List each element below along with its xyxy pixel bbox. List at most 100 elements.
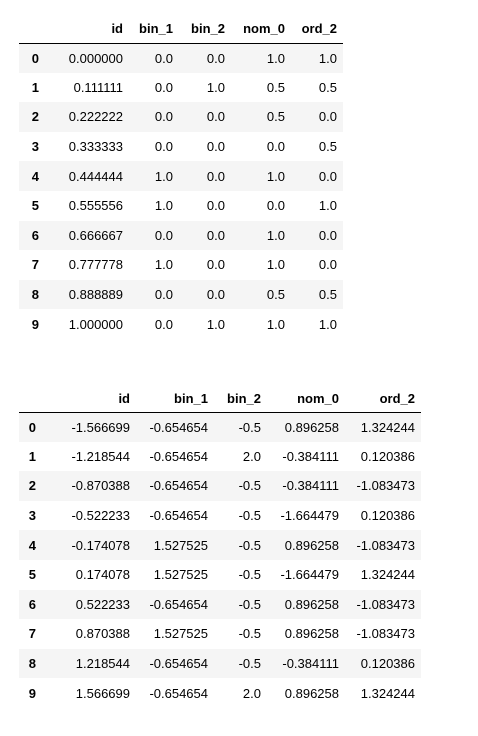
row-index: 3 [31, 139, 39, 155]
cell-id: -0.870388 [71, 478, 130, 494]
table-row: 0 0.000000 0.0 0.0 1.0 1.0 [19, 43, 343, 73]
cell-ord_2: 0.0 [318, 257, 337, 273]
row-index: 0 [31, 50, 39, 66]
cell-bin_1: 0.0 [154, 79, 173, 95]
cell-ord_2: 1.0 [318, 198, 337, 214]
cell-id: 1.000000 [68, 316, 123, 332]
cell-bin_1: 1.527525 [153, 567, 208, 583]
table-row: 6 0.522233 -0.654654 -0.5 0.896258 -1.083473 [19, 589, 421, 620]
cell-id: 0.666667 [68, 227, 123, 243]
cell-ord_2: 1.0 [318, 316, 337, 332]
cell-bin_1: -0.654654 [149, 419, 208, 435]
cell-nom_0: 0.0 [266, 139, 285, 155]
cell-bin_2: 0.0 [206, 257, 225, 273]
cell-nom_0: 1.0 [266, 316, 285, 332]
cell-ord_2: 0.5 [318, 79, 337, 95]
column-header-bin_2: bin_2 [175, 15, 227, 44]
column-header-nom_0: nom_0 [227, 15, 287, 44]
cell-bin_1: -0.654654 [149, 448, 208, 464]
cell-nom_0: -0.384111 [282, 448, 339, 464]
cell-bin_1: 0.0 [154, 287, 173, 303]
cell-bin_2: -0.5 [238, 419, 261, 435]
column-header-index [19, 386, 38, 413]
row-index: 2 [28, 478, 36, 494]
cell-bin_2: -0.5 [238, 626, 261, 642]
table-row: 1 0.111111 0.0 1.0 0.5 0.5 [19, 72, 343, 103]
cell-ord_2: -1.083473 [356, 537, 415, 553]
cell-bin_2: 0.0 [206, 227, 225, 243]
cell-id: 0.222222 [68, 109, 123, 125]
cell-id: 0.111111 [73, 79, 123, 95]
cell-bin_2: -0.5 [238, 537, 261, 553]
cell-bin_1: 0.0 [154, 227, 173, 243]
table-row: 2 0.222222 0.0 0.0 0.5 0.0 [19, 102, 343, 132]
cell-id: 0.444444 [68, 168, 123, 184]
cell-ord_2: -1.083473 [356, 478, 415, 494]
cell-id: -0.522233 [71, 508, 130, 524]
row-index: 0 [28, 419, 36, 435]
table-header: id bin_1 bin_2 nom_0 ord_2 [19, 386, 421, 413]
cell-bin_1: 0.0 [154, 50, 173, 66]
cell-ord_2: 0.5 [318, 139, 337, 155]
column-header-index [19, 15, 39, 44]
cell-bin_2: 0.0 [206, 168, 225, 184]
row-index: 6 [31, 227, 39, 243]
row-index: 1 [31, 79, 39, 95]
cell-nom_0: 0.896258 [284, 537, 339, 553]
row-index: 8 [31, 287, 39, 303]
cell-bin_2: -0.5 [238, 567, 261, 583]
cell-bin_1: -0.654654 [149, 685, 208, 701]
cell-id: 0.777778 [68, 257, 123, 273]
cell-ord_2: 1.324244 [360, 419, 415, 435]
cell-ord_2: -1.083473 [356, 596, 415, 612]
table-row: 5 0.174078 1.527525 -0.5 -1.664479 1.324244 [19, 559, 421, 590]
row-index: 7 [31, 257, 39, 273]
cell-nom_0: -1.664479 [280, 508, 339, 524]
row-index: 6 [28, 596, 36, 612]
cell-ord_2: 0.0 [318, 168, 337, 184]
cell-bin_1: 1.527525 [153, 537, 208, 553]
table-row: 0 -1.566699 -0.654654 -0.5 0.896258 1.324244 [19, 412, 421, 442]
cell-nom_0: 0.896258 [284, 419, 339, 435]
row-index: 9 [31, 316, 39, 332]
header-row: id bin_1 bin_2 nom_0 ord_2 [19, 386, 421, 413]
table-row: 8 0.888889 0.0 0.0 0.5 0.5 [19, 279, 343, 310]
cell-bin_2: 0.0 [206, 50, 225, 66]
row-index: 9 [28, 685, 36, 701]
cell-bin_2: 0.0 [206, 109, 225, 125]
cell-bin_2: 0.0 [206, 139, 225, 155]
row-index: 4 [31, 168, 39, 184]
dataframe-table-standardized: id bin_1 bin_2 nom_0 ord_2 0 -1.566699 -0.6546… [19, 386, 421, 708]
column-header-ord_2: ord_2 [341, 386, 421, 413]
table-row: 2 -0.870388 -0.654654 -0.5 -0.384111 -1.08347… [19, 471, 421, 501]
cell-id: 1.566699 [75, 685, 130, 701]
cell-nom_0: 0.0 [266, 198, 285, 214]
cell-bin_2: 2.0 [242, 685, 261, 701]
cell-bin_1: -0.654654 [149, 596, 208, 612]
cell-ord_2: 0.120386 [360, 508, 415, 524]
table-row: 4 -0.174078 1.527525 -0.5 0.896258 -1.083473 [19, 530, 421, 560]
cell-bin_1: 1.0 [154, 257, 173, 273]
cell-nom_0: -0.384111 [282, 656, 339, 672]
table-row: 9 1.566699 -0.654654 2.0 0.896258 1.324244 [19, 678, 421, 708]
column-header-id: id [39, 15, 123, 44]
cell-nom_0: 0.896258 [284, 626, 339, 642]
table-header: id bin_1 bin_2 nom_0 ord_2 [19, 15, 343, 44]
cell-nom_0: 1.0 [266, 257, 285, 273]
row-index: 5 [31, 198, 39, 214]
row-index: 2 [31, 109, 39, 125]
cell-ord_2: 1.324244 [360, 685, 415, 701]
cell-id: 0.555556 [68, 198, 123, 214]
header-row: id bin_1 bin_2 nom_0 ord_2 [19, 15, 343, 44]
cell-bin_1: -0.654654 [149, 656, 208, 672]
cell-id: -1.566699 [71, 419, 130, 435]
cell-ord_2: 0.120386 [360, 448, 415, 464]
table-row: 5 0.555556 1.0 0.0 0.0 1.0 [19, 190, 343, 221]
table-row: 7 0.870388 1.527525 -0.5 0.896258 -1.083473 [19, 619, 421, 649]
table-row: 8 1.218544 -0.654654 -0.5 -0.384111 0.120386 [19, 648, 421, 679]
table-row: 4 0.444444 1.0 0.0 1.0 0.0 [19, 161, 343, 191]
table-row: 3 -0.522233 -0.654654 -0.5 -1.664479 0.120386 [19, 500, 421, 531]
dataframe-table-normalized: id bin_1 bin_2 nom_0 ord_2 0 0.000000 0.0 0.0 1.… [19, 15, 343, 339]
cell-bin_2: -0.5 [238, 478, 261, 494]
cell-nom_0: 0.5 [266, 287, 285, 303]
